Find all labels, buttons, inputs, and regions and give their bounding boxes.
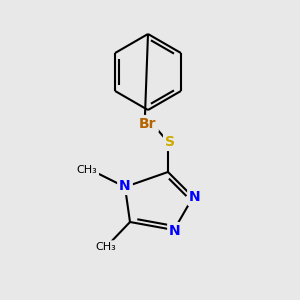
Text: CH₃: CH₃ bbox=[76, 165, 98, 175]
Text: Br: Br bbox=[139, 117, 157, 131]
Text: N: N bbox=[169, 224, 181, 238]
Text: S: S bbox=[165, 135, 175, 149]
Text: N: N bbox=[119, 179, 131, 193]
Text: N: N bbox=[189, 190, 201, 204]
Text: CH₃: CH₃ bbox=[96, 242, 116, 252]
